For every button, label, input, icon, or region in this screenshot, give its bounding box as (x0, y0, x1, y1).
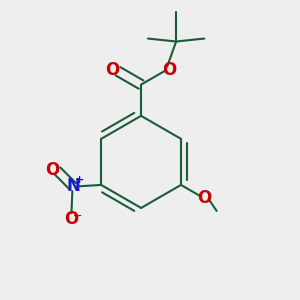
Text: +: + (75, 175, 84, 185)
Text: O: O (45, 161, 59, 179)
Text: O: O (64, 209, 78, 227)
Text: −: − (73, 211, 82, 220)
Text: O: O (198, 189, 212, 207)
Text: N: N (66, 177, 80, 195)
Text: O: O (105, 61, 120, 79)
Text: O: O (162, 61, 176, 79)
